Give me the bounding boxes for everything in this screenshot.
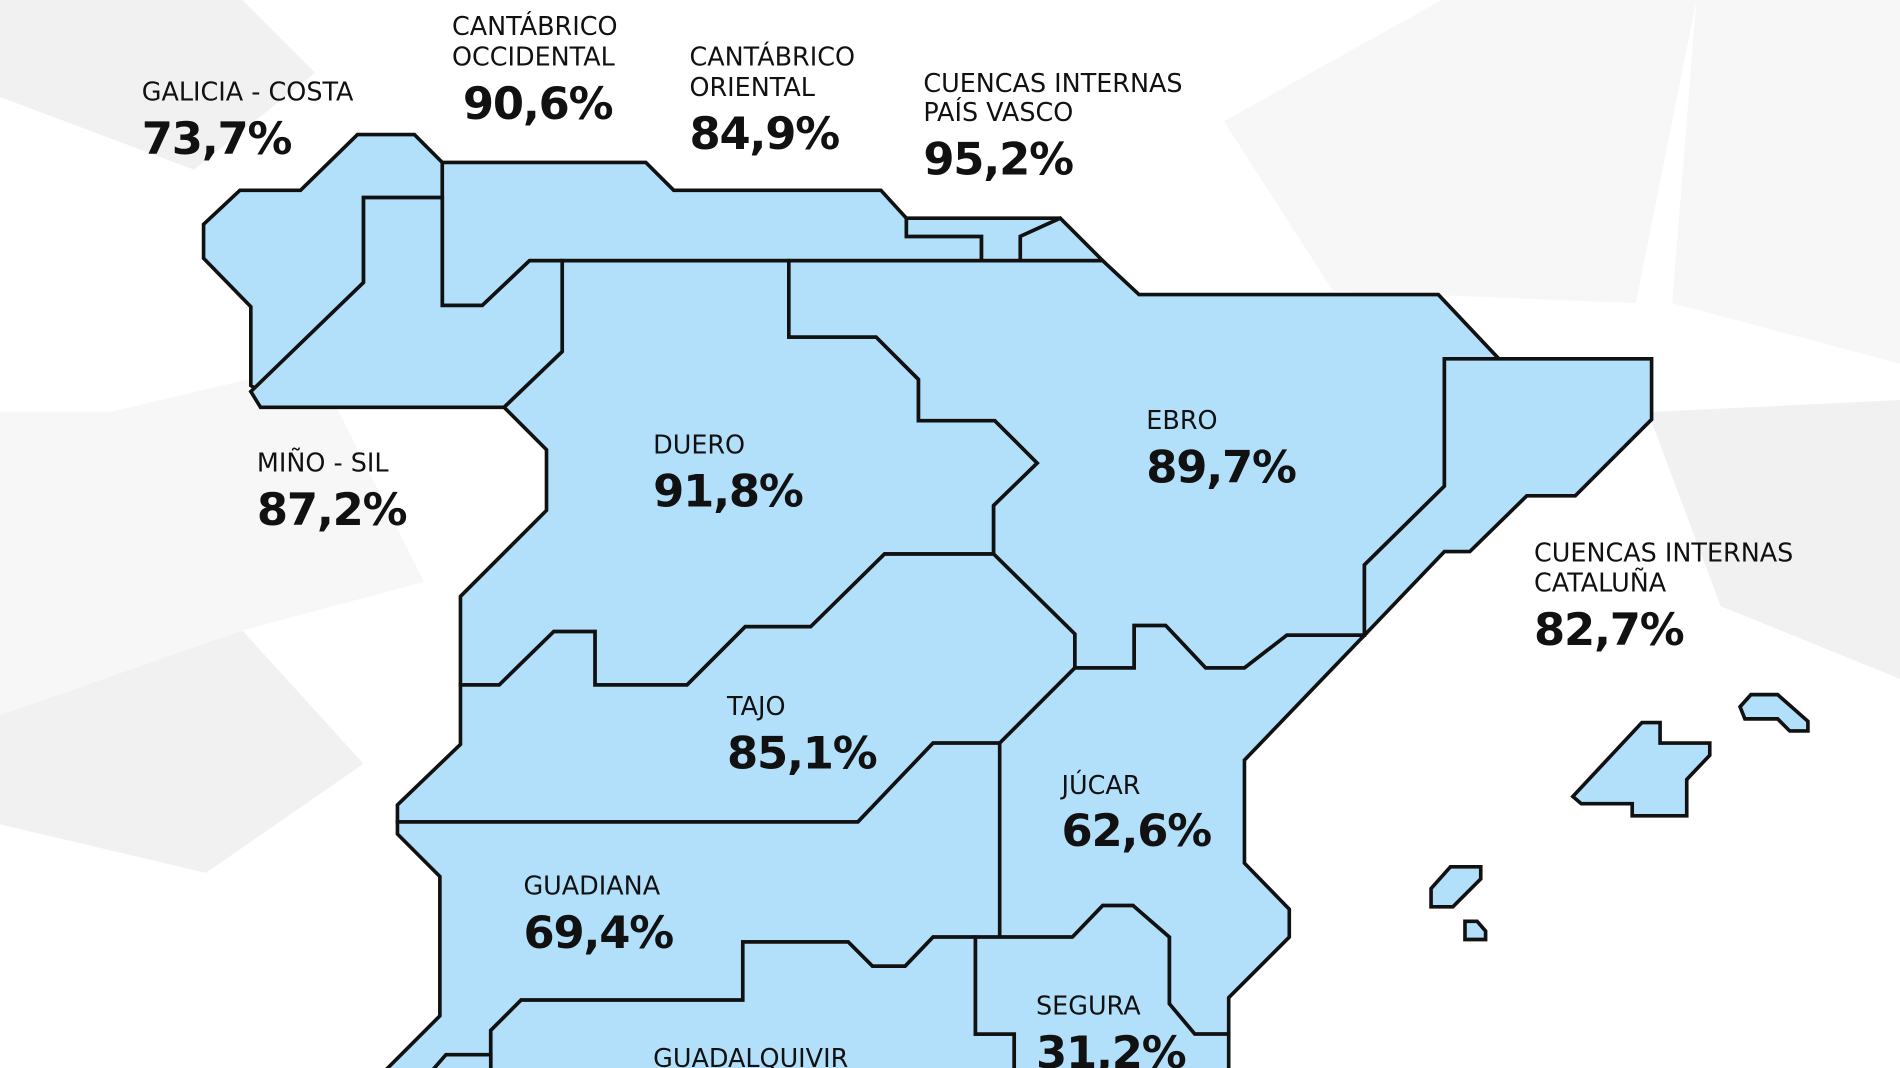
label-cantabrico-oriental: CANTÁBRICO ORIENTAL 84,9% [689, 42, 855, 160]
island-formentera[interactable] [1463, 919, 1488, 942]
label-ebro: EBRO 89,7% [1146, 406, 1297, 493]
label-tajo: TAJO 85,1% [726, 692, 878, 780]
region-name: CATALUÑA [1534, 568, 1667, 599]
island-menorca[interactable] [1737, 692, 1810, 733]
label-guadalquivir: GUADALQUIVIR [653, 1044, 848, 1068]
region-value: 73,7% [142, 112, 292, 165]
region-value: 84,9% [689, 107, 839, 160]
region-name: GALICIA - COSTA [142, 78, 354, 108]
label-cataluna: CUENCAS INTERNAS CATALUÑA 82,7% [1534, 538, 1793, 656]
region-value: 87,2% [257, 483, 407, 536]
region-value: 85,1% [727, 727, 877, 780]
region-value: 89,7% [1146, 440, 1296, 493]
region-value: 82,7% [1534, 603, 1684, 656]
island-mallorca[interactable] [1570, 720, 1712, 818]
region-name: CUENCAS INTERNAS [923, 69, 1182, 99]
region-name: ORIENTAL [689, 73, 815, 103]
region-name: CANTÁBRICO [452, 12, 618, 42]
region-name: CUENCAS INTERNAS [1534, 538, 1793, 568]
region-guadalquivir-west[interactable] [430, 1052, 493, 1068]
label-guadiana: GUADIANA 69,4% [523, 872, 674, 959]
label-segura: SEGURA 31,2% [1036, 992, 1187, 1068]
region-name: OCCIDENTAL [452, 42, 616, 72]
region-name: MIÑO - SIL [257, 448, 389, 479]
region-name: CANTÁBRICO [689, 42, 855, 72]
label-jucar: JÚCAR 62,6% [1059, 770, 1212, 857]
region-name: SEGURA [1036, 992, 1141, 1022]
region-value: 69,4% [523, 906, 673, 959]
region-name: GUADIANA [523, 872, 660, 902]
region-segura[interactable] [973, 903, 1231, 1068]
region-name: JÚCAR [1059, 770, 1140, 801]
region-name: DUERO [653, 430, 745, 460]
island-ibiza[interactable] [1429, 864, 1483, 909]
region-value: 95,2% [923, 133, 1073, 186]
label-pais-vasco: CUENCAS INTERNAS PAÍS VASCO 95,2% [923, 69, 1182, 185]
label-galicia-costa: GALICIA - COSTA 73,7% [142, 78, 354, 165]
region-name: PAÍS VASCO [923, 98, 1073, 128]
region-value: 90,6% [463, 77, 613, 130]
label-duero: DUERO 91,8% [653, 430, 804, 518]
label-mino-sil: MIÑO - SIL 87,2% [257, 448, 408, 536]
region-value: 62,6% [1061, 804, 1211, 857]
background-shapes [0, 0, 1900, 873]
region-value: 31,2% [1036, 1026, 1186, 1068]
region-value: 91,8% [653, 465, 803, 518]
region-cataluna[interactable] [1362, 357, 1654, 640]
region-name: GUADALQUIVIR [653, 1044, 848, 1068]
region-name: EBRO [1146, 406, 1217, 436]
label-cantabrico-occidental: CANTÁBRICO OCCIDENTAL 90,6% [452, 12, 618, 130]
region-name: TAJO [726, 692, 785, 722]
